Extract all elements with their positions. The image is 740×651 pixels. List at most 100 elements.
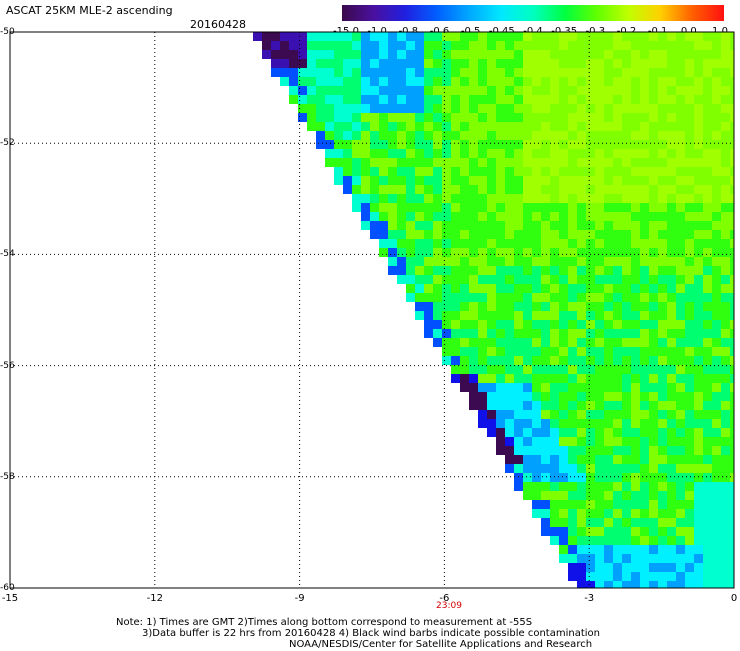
swath-cell <box>487 122 496 131</box>
swath-cell <box>406 167 415 176</box>
swath-cell <box>469 401 478 410</box>
swath-cell <box>622 77 631 86</box>
swath-cell <box>595 563 604 572</box>
swath-cell <box>712 302 721 311</box>
swath-cell <box>352 95 361 104</box>
swath-cell <box>730 491 734 500</box>
swath-cell <box>433 275 442 284</box>
swath-cell <box>721 464 730 473</box>
swath-cell <box>685 554 694 563</box>
swath-cell <box>442 167 451 176</box>
swath-cell <box>307 68 316 77</box>
swath-cell <box>658 572 667 581</box>
swath-cell <box>487 284 496 293</box>
swath-cell <box>541 455 550 464</box>
swath-cell <box>343 113 352 122</box>
swath-cell <box>649 77 658 86</box>
swath-cell <box>721 104 730 113</box>
swath-cell <box>541 428 550 437</box>
swath-cell <box>532 491 541 500</box>
swath-cell <box>370 32 379 41</box>
swath-cell <box>568 482 577 491</box>
swath-cell <box>703 374 712 383</box>
swath-cell <box>712 203 721 212</box>
swath-cell <box>415 176 424 185</box>
swath-cell <box>352 113 361 122</box>
swath-cell <box>460 257 469 266</box>
swath-cell <box>712 329 721 338</box>
swath-cell <box>622 491 631 500</box>
swath-cell <box>487 50 496 59</box>
swath-cell <box>694 158 703 167</box>
swath-cell <box>505 374 514 383</box>
swath-cell <box>478 86 487 95</box>
swath-cell <box>622 32 631 41</box>
swath-cell <box>370 158 379 167</box>
swath-cell <box>712 41 721 50</box>
swath-cell <box>676 140 685 149</box>
swath-cell <box>730 509 734 518</box>
swath-cell <box>505 428 514 437</box>
swath-cell <box>568 509 577 518</box>
swath-cell <box>397 68 406 77</box>
swath-cell <box>694 419 703 428</box>
swath-cell <box>676 446 685 455</box>
swath-cell <box>730 95 734 104</box>
swath-cell <box>640 464 649 473</box>
swath-cell <box>496 68 505 77</box>
swath-cell <box>667 527 676 536</box>
swath-cell <box>676 428 685 437</box>
swath-cell <box>577 104 586 113</box>
swath-cell <box>595 59 604 68</box>
swath-cell <box>685 194 694 203</box>
swath-cell <box>523 419 532 428</box>
swath-cell <box>334 176 343 185</box>
swath-cell <box>379 212 388 221</box>
swath-cell <box>469 383 478 392</box>
swath-cell <box>541 491 550 500</box>
swath-cell <box>694 275 703 284</box>
swath-cell <box>631 293 640 302</box>
swath-cell <box>298 113 307 122</box>
swath-cell <box>640 104 649 113</box>
swath-cell <box>586 419 595 428</box>
swath-cell <box>712 95 721 104</box>
swath-cell <box>685 347 694 356</box>
swath-cell <box>415 248 424 257</box>
swath-cell <box>316 113 325 122</box>
swath-cell <box>676 167 685 176</box>
swath-cell <box>550 536 559 545</box>
swath-cell <box>424 185 433 194</box>
swath-cell <box>469 239 478 248</box>
swath-cell <box>451 284 460 293</box>
swath-cell <box>487 419 496 428</box>
swath-cell <box>712 113 721 122</box>
swath-cell <box>406 194 415 203</box>
swath-cell <box>658 338 667 347</box>
swath-cell <box>730 275 734 284</box>
swath-cell <box>667 167 676 176</box>
swath-cell <box>658 77 667 86</box>
swath-cell <box>676 311 685 320</box>
swath-cell <box>577 203 586 212</box>
swath-cell <box>559 77 568 86</box>
swath-cell <box>685 131 694 140</box>
swath-cell <box>559 338 568 347</box>
swath-cell <box>577 275 586 284</box>
swath-cell <box>532 419 541 428</box>
swath-cell <box>532 320 541 329</box>
swath-cell <box>703 212 712 221</box>
swath-cell <box>496 194 505 203</box>
swath-cell <box>685 365 694 374</box>
swath-cell <box>586 392 595 401</box>
swath-cell <box>514 95 523 104</box>
swath-cell <box>604 338 613 347</box>
swath-cell <box>631 446 640 455</box>
swath-cell <box>613 464 622 473</box>
swath-cell <box>478 104 487 113</box>
swath-cell <box>379 149 388 158</box>
swath-cell <box>523 482 532 491</box>
swath-cell <box>622 518 631 527</box>
swath-cell <box>685 239 694 248</box>
swath-cell <box>649 212 658 221</box>
